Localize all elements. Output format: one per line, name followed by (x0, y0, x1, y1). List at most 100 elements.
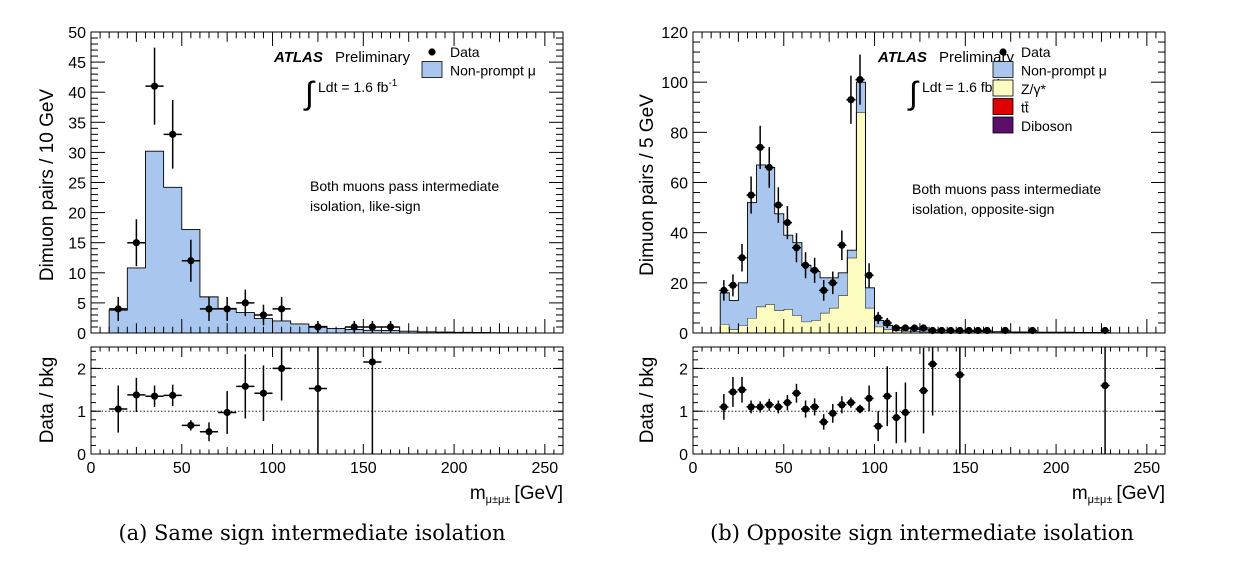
panel-b-ratio-point (929, 360, 937, 368)
panel-a-data-point (205, 305, 213, 313)
panel-b-data-point (901, 324, 910, 332)
panel-a-status-label: Preliminary (335, 49, 411, 66)
panel-b-ratio-ytick-label: 2 (679, 361, 688, 378)
panel-a-ratio-point (278, 364, 286, 372)
panel-b-data-point (947, 326, 955, 335)
panel-b-ratio-point (801, 405, 810, 413)
panel-b-hist-outline (719, 81, 1111, 333)
panel-b-ratio-point (829, 409, 837, 417)
panel-b-data-point (919, 324, 928, 332)
panel-b-ratio-point (847, 399, 855, 407)
panel-b-data-point (801, 261, 810, 269)
panel-b-ratio-point (883, 392, 891, 400)
panel-b-data-point (1101, 326, 1109, 335)
panel-b-ratio-point (856, 405, 864, 413)
panel-b-legend-label-non-prompt-: Non-prompt μ (1021, 63, 1107, 79)
panel-b-plot: 0 20 40 60 80 100 120 0 50 100 150 200 250 0 1 2 Data Non… (661, 25, 1166, 477)
panel-a-ratio-point (241, 382, 249, 390)
panel-a-legend-label-non-prompt-: Non-prompt μ (450, 63, 536, 79)
panel-a-ytick-label: 40 (68, 85, 86, 102)
panel-a-hist-non-prompt- (109, 151, 509, 333)
panel-a-legend-marker-data (428, 48, 436, 56)
panel-a-legend-label-data: Data (450, 44, 480, 60)
panel-b-data-point (910, 324, 919, 332)
panel-a-xtick-label: 250 (531, 460, 558, 477)
panel-a-data-point (114, 305, 122, 313)
panel-b-data-point (738, 254, 746, 262)
panel-b-data-point (1028, 326, 1037, 335)
panel-b-legend-swatch-diboson (992, 116, 1014, 134)
panel-a-ytick-label: 20 (68, 206, 86, 223)
panel-b-data-point (829, 279, 837, 287)
panel-a-data-point (278, 305, 286, 313)
panel-b-data-point (965, 326, 973, 335)
panel-a-ratio-point (259, 389, 268, 397)
panel-b: Dimuon pairs / 5 GeV Data / bkg ATLAS Pr… (637, 49, 1165, 545)
panel-b-data-point (792, 244, 801, 252)
panel-b-ytick-label: 60 (670, 176, 688, 193)
panel-b-data-point (865, 271, 873, 279)
panel-a-ratio-point (114, 405, 122, 413)
panel-b-ytick-label: 100 (661, 75, 688, 92)
panel-a-data-point (259, 311, 268, 319)
panel-a-lumi: Ldt = 1.6 fb-1 (318, 78, 398, 95)
panel-b-data-point (956, 326, 964, 335)
panel-b-ratio-point (901, 408, 910, 417)
panel-b-data-point (983, 326, 991, 335)
panel-b-legend-marker-data (999, 48, 1007, 56)
panel-b-ytick-label: 120 (661, 25, 688, 42)
panel-b-ratio-ytick-label: 1 (679, 404, 688, 421)
panel-b-xtick-label: 200 (1043, 460, 1070, 477)
panel-b-data-point (883, 319, 891, 327)
panel-b-legend-label-diboson: Diboson (1021, 118, 1072, 134)
panel-a-ytick-label: 35 (68, 115, 86, 132)
panel-a-annotation-line1: Both muons pass intermediate (310, 178, 499, 194)
panel-b-legend-label-data: Data (1021, 44, 1051, 60)
panel-a-ytick-label: 10 (68, 266, 86, 283)
panel-a-ytick-label: 25 (68, 176, 86, 193)
panel-b-xlabel: mμ±μ± [GeV] (1072, 483, 1165, 506)
panel-a-xlabel: mμ±μ± [GeV] (470, 483, 563, 506)
panel-b-legend-swatch-z- (992, 79, 1014, 97)
panel-a-ratio-ytick-label: 0 (77, 447, 86, 464)
panel-a-xtick-label: 200 (441, 460, 468, 477)
panel-a-plot: 0 5 10 15 20 25 30 35 40 45 50 0 50 100 150 200 250 0 1 2 Da… (68, 25, 564, 477)
panel-a-data-point (132, 239, 140, 247)
panel-a-ratio-frame (90, 346, 564, 455)
panel-b-ratio-point (756, 403, 764, 411)
panel-b-xtick-label: 0 (689, 460, 698, 477)
panel-a-data-point (150, 82, 159, 90)
panel-b-ratio-point (765, 401, 773, 409)
panel-a-ytick-label: 45 (68, 55, 86, 72)
panel-b-data-point (838, 241, 846, 249)
panel-b-data-point (820, 286, 828, 294)
panel-a-ratio-ytick-label: 2 (77, 361, 86, 378)
panel-a-atlas-label: ATLAS (273, 49, 323, 66)
panel-a-data-point (169, 130, 177, 138)
panel-a-ylabel: Dimuon pairs / 10 GeV (37, 89, 58, 282)
panel-a-ratio-ylabel: Data / bkg (37, 357, 58, 444)
panel-b-ytick-label: 80 (670, 125, 688, 142)
panel-b-ratio-point (956, 371, 964, 379)
panel-b-data-point (811, 266, 819, 274)
panel-a-ratio-point (150, 392, 159, 400)
panel-a: Dimuon pairs / 10 GeV Data / bkg ATLAS P… (37, 49, 563, 545)
panel-b-data-point (974, 326, 982, 335)
panel-b-data-point (756, 143, 764, 151)
panel-b-data-point (747, 191, 755, 199)
panel-b-ratio-point (838, 401, 846, 409)
panel-b-ratio-point (919, 387, 928, 395)
panel-a-data-point (223, 305, 231, 313)
panel-a-xtick-label: 0 (87, 460, 96, 477)
panel-a-ratio-point (223, 408, 231, 417)
panel-b-ratio-point (783, 399, 792, 407)
panel-b-data-point (720, 286, 728, 294)
panel-b-data-point (1001, 326, 1009, 335)
panel-b-legend-label-z-: Z/γ* (1021, 81, 1046, 97)
panel-b-data-point (856, 76, 864, 84)
panel-a-ratio-point (368, 358, 376, 366)
panel-a-xtick-label: 100 (259, 460, 286, 477)
panel-b-data-point (765, 163, 773, 172)
